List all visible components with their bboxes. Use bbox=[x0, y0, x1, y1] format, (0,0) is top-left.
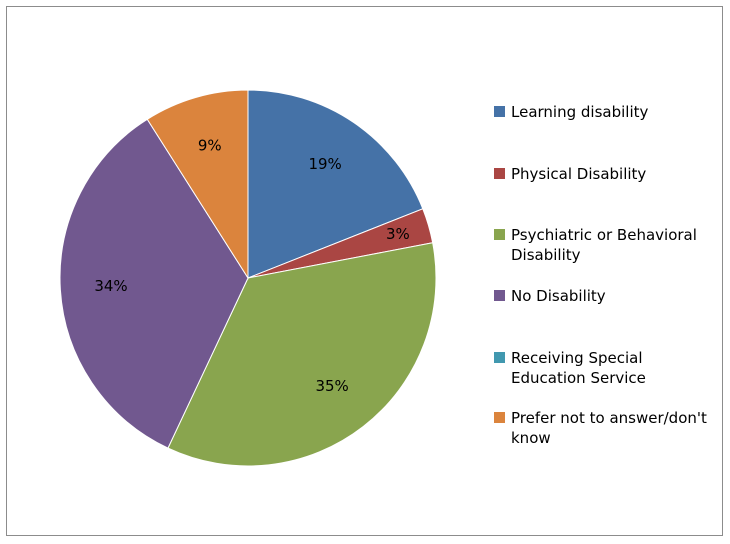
pie-slice-psychiatric-or-behavioral-disability bbox=[167, 242, 437, 467]
legend-swatch bbox=[494, 290, 505, 301]
legend-swatch bbox=[494, 352, 505, 363]
legend-label: Learning disability bbox=[511, 103, 649, 121]
data-label-prefer-not-to-answer-don-t-know: 9% bbox=[198, 137, 222, 155]
legend-swatch bbox=[494, 412, 505, 423]
data-label-no-disability: 34% bbox=[94, 277, 127, 295]
pie-slice-prefer-not-to-answer-don-t-know bbox=[146, 89, 249, 280]
pie-slice-no-disability bbox=[59, 118, 249, 449]
legend-item-learning-disability: Learning disability bbox=[494, 102, 711, 122]
legend-item-physical-disability: Physical Disability bbox=[494, 164, 711, 184]
chart-area: 19% 3% 35% 34% 9% bbox=[6, 6, 723, 536]
pie-chart: 19% 3% 35% 34% 9% bbox=[59, 89, 437, 467]
legend-swatch bbox=[494, 168, 505, 179]
legend-swatch bbox=[494, 229, 505, 240]
legend-item-receiving-special-education-service: Receiving Special Education Service bbox=[494, 348, 711, 388]
pie-data-labels: 19% 3% 35% 34% 9% bbox=[94, 137, 409, 395]
data-label-psychiatric-or-behavioral-disability: 35% bbox=[315, 377, 348, 395]
data-label-physical-disability: 3% bbox=[386, 225, 410, 243]
legend-item-prefer-not-to-answer: Prefer not to answer/don't know bbox=[494, 408, 711, 448]
legend-label: Psychiatric or Behavioral Disability bbox=[511, 226, 697, 264]
legend-label: Receiving Special Education Service bbox=[511, 349, 646, 387]
legend-label: No Disability bbox=[511, 287, 606, 305]
legend-item-psychiatric-or-behavioral-disability: Psychiatric or Behavioral Disability bbox=[494, 225, 711, 265]
pie-slice-learning-disability bbox=[247, 89, 424, 279]
legend-label: Prefer not to answer/don't know bbox=[511, 409, 707, 447]
legend-label: Physical Disability bbox=[511, 165, 647, 183]
data-label-learning-disability: 19% bbox=[308, 155, 341, 173]
legend-item-no-disability: No Disability bbox=[494, 286, 711, 306]
pie-slices bbox=[59, 89, 437, 467]
legend-swatch bbox=[494, 106, 505, 117]
